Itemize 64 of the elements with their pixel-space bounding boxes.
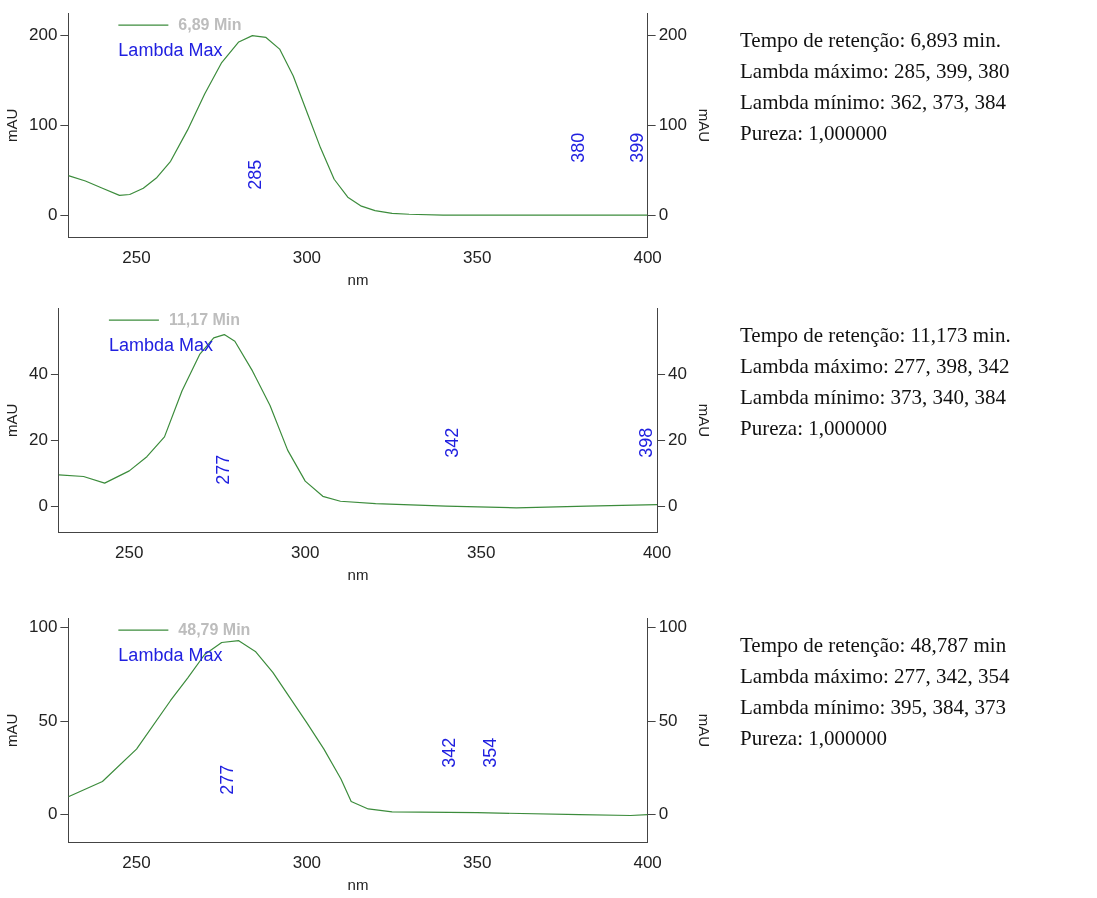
annotation: 399 <box>626 132 647 163</box>
y2-tick-label: 40 <box>668 363 688 383</box>
x-tick-label: 350 <box>463 853 492 873</box>
y2-tick-label: 100 <box>658 617 688 637</box>
text: Lambda máximo: 277, 398, 342 <box>740 353 1011 380</box>
annotation: 342 <box>441 427 462 458</box>
y2-axis-title: mAU <box>695 713 713 748</box>
y2-tick-label: 100 <box>658 115 688 135</box>
x-tick-label: 400 <box>642 543 672 563</box>
y-tick-label: 50 <box>38 710 58 730</box>
annotation: 285 <box>244 159 265 190</box>
y-axis-title: mAU <box>3 713 21 748</box>
y-tick-label: 100 <box>28 617 58 637</box>
y-axis-title: mAU <box>3 403 21 438</box>
text: Pureza: 1,000000 <box>740 415 888 442</box>
y2-axis-title: mAU <box>695 403 713 438</box>
x-tick-label: 400 <box>633 853 662 873</box>
y-axis-title: mAU <box>3 108 21 143</box>
x-tick-label: 300 <box>292 248 322 268</box>
y-tick-label: 20 <box>28 429 48 449</box>
text: Tempo de retenção: 48,787 min <box>740 632 1008 659</box>
x-axis-title: nm <box>347 876 369 894</box>
x-tick-label: 250 <box>122 853 151 873</box>
y2-tick-label: 200 <box>658 25 688 45</box>
y-tick-label: 40 <box>28 363 48 383</box>
x-tick-label: 350 <box>466 543 496 563</box>
x-tick-label: 250 <box>122 248 151 268</box>
y2-tick-label: 0 <box>658 204 669 224</box>
y-tick-label: 0 <box>38 495 48 515</box>
y-tick-label: 200 <box>28 25 58 45</box>
annotation: 398 <box>636 427 657 458</box>
y2-tick-label: 50 <box>658 710 678 730</box>
text: Tempo de retenção: 11,173 min. <box>740 322 1011 349</box>
y2-axis-title: mAU <box>695 108 713 143</box>
text: Lambda máximo: 285, 399, 380 <box>740 58 1010 85</box>
annotation: 277 <box>213 454 234 485</box>
x-tick-label: 250 <box>115 543 144 563</box>
legend-label: 6,89 Min <box>178 15 242 33</box>
text: Pureza: 1,000000 <box>740 120 888 147</box>
x-tick-label: 350 <box>463 248 492 268</box>
y-tick-label: 100 <box>28 115 58 135</box>
legend-label: 48,79 Min <box>178 620 251 638</box>
x-axis-title: nm <box>347 566 369 584</box>
annotation: 277 <box>217 764 238 795</box>
x-tick-label: 300 <box>292 853 322 873</box>
annotation: 380 <box>568 132 589 163</box>
text: Lambda máximo: 277, 342, 354 <box>740 663 1010 690</box>
text: Pureza: 1,000000 <box>740 725 888 752</box>
y2-tick-label: 0 <box>668 495 678 515</box>
annotation: 354 <box>479 737 500 768</box>
text: Lambda mínimo: 373, 340, 384 <box>740 384 1007 411</box>
annotation: 342 <box>438 737 459 768</box>
y2-tick-label: 0 <box>658 804 669 824</box>
x-tick-label: 300 <box>291 543 320 563</box>
x-tick-label: 400 <box>633 248 662 268</box>
annotation: Lambda Max <box>118 40 223 61</box>
text: Lambda mínimo: 362, 373, 384 <box>740 89 1007 116</box>
text: Tempo de retenção: 6,893 min. <box>740 27 1002 54</box>
x-axis-title: nm <box>347 271 369 289</box>
y-tick-label: 0 <box>47 204 58 224</box>
y-tick-label: 0 <box>47 804 58 824</box>
y2-tick-label: 20 <box>668 429 688 449</box>
legend-label: 11,17 Min <box>168 310 241 328</box>
text: Lambda mínimo: 395, 384, 373 <box>740 694 1007 721</box>
